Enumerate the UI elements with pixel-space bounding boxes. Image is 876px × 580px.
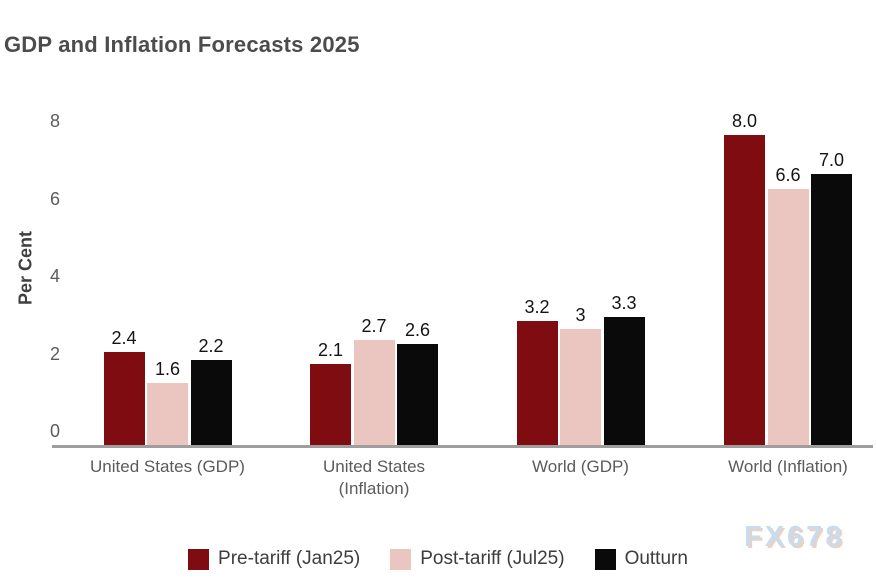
bar-value-label: 6.6 bbox=[775, 165, 801, 185]
legend-swatch bbox=[594, 548, 616, 570]
bar bbox=[353, 340, 395, 445]
bar-value-label: 2.2 bbox=[198, 336, 224, 356]
bar bbox=[811, 174, 852, 445]
bar bbox=[397, 344, 438, 445]
bar-value-label: 2.6 bbox=[404, 320, 431, 340]
x-axis-line bbox=[52, 445, 873, 448]
legend-label: Post-tariff (Jul25) bbox=[420, 548, 565, 569]
y-tick-label: 2 bbox=[49, 343, 60, 364]
bar bbox=[103, 352, 145, 445]
bar-value-label: 7.0 bbox=[818, 150, 845, 170]
legend-item: Outturn bbox=[594, 548, 688, 570]
bar-value-label: 2.1 bbox=[317, 340, 344, 360]
bar-value-label: 2.7 bbox=[361, 316, 387, 336]
bar bbox=[724, 135, 765, 445]
legend-swatch bbox=[390, 548, 412, 570]
bar-value-label: 3.3 bbox=[611, 293, 637, 313]
legend-item: Post-tariff (Jul25) bbox=[390, 548, 565, 570]
category-label: World (Inflation) bbox=[728, 457, 848, 476]
y-tick-label: 8 bbox=[49, 111, 60, 131]
category-label: United States (Inflation) bbox=[322, 457, 426, 498]
bar bbox=[560, 329, 601, 445]
category-label: United States (GDP) bbox=[90, 457, 245, 476]
bar-value-label: 2.4 bbox=[111, 328, 137, 348]
watermark: FX678 bbox=[744, 521, 845, 553]
y-tick-label: 0 bbox=[49, 421, 60, 441]
bar bbox=[516, 321, 558, 445]
bar-value-label: 3 bbox=[575, 305, 586, 325]
bar bbox=[190, 360, 232, 445]
bar bbox=[603, 317, 645, 445]
y-tick-label: 6 bbox=[49, 188, 60, 209]
bar-value-label: 3.2 bbox=[524, 297, 550, 317]
y-tick-label: 4 bbox=[49, 266, 60, 286]
bar-value-label: 8.0 bbox=[731, 111, 758, 131]
category-label: World (GDP) bbox=[532, 457, 629, 476]
legend-label: Outturn bbox=[624, 548, 688, 569]
bar bbox=[147, 383, 188, 445]
legend: Pre-tariff (Jan25) Post-tariff (Jul25) Out… bbox=[0, 548, 876, 570]
bar bbox=[310, 364, 351, 445]
bar-value-label: 1.6 bbox=[154, 359, 181, 379]
legend-swatch bbox=[188, 548, 210, 570]
legend-item: Pre-tariff (Jan25) bbox=[188, 548, 360, 570]
legend-label: Pre-tariff (Jan25) bbox=[218, 548, 361, 569]
bar bbox=[767, 189, 809, 445]
chart-title: GDP and Inflation Forecasts 2025 bbox=[4, 32, 360, 57]
